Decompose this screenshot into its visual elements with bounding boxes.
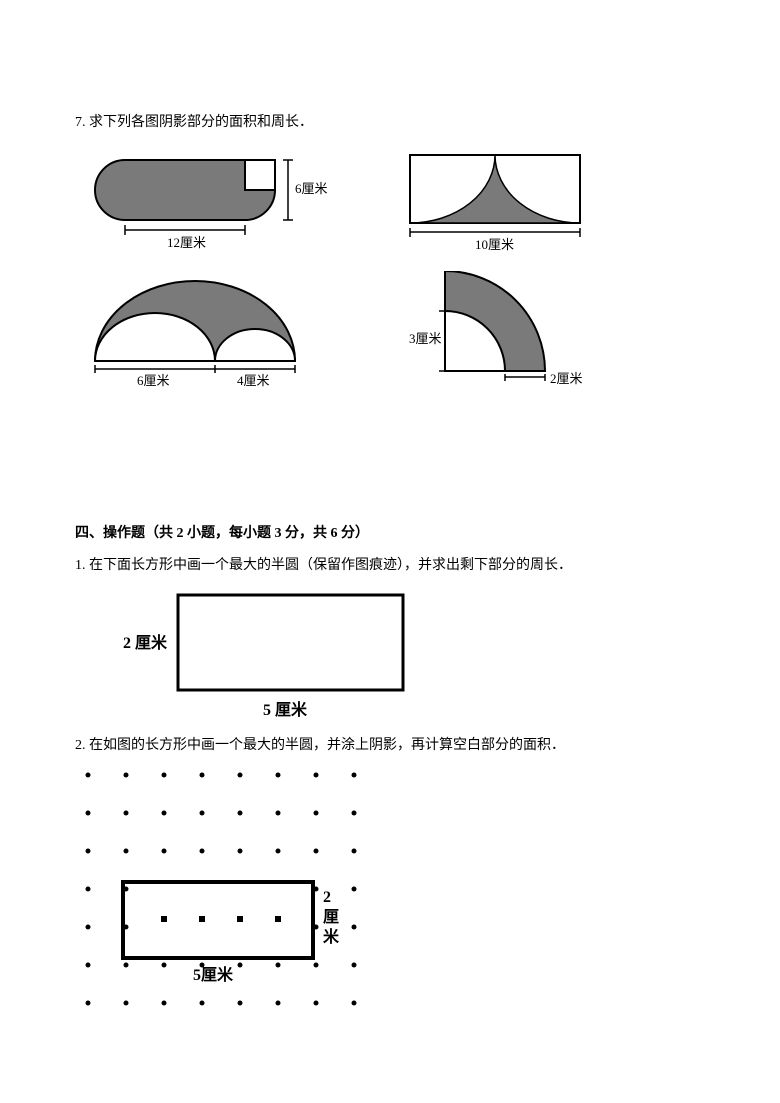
q2-h-b: 厘 (323, 908, 339, 926)
q2-h-c: 米 (323, 927, 340, 946)
q2-width-label: 5厘米 (193, 965, 234, 984)
section4-q2-figure: 2 厘 米 5厘米 (75, 767, 705, 1017)
figure-4-annulus: 3厘米 2厘米 (395, 271, 605, 391)
figures-row-1: 6厘米 12厘米 10厘米 (75, 145, 705, 255)
section4-q2-text: 2. 在如图的长方形中画一个最大的半圆，并涂上阴影，再计算空白部分的面积． (75, 733, 705, 760)
fig3-label-a: 6厘米 (137, 373, 170, 388)
figures-row-2: 6厘米 4厘米 3厘米 2厘米 (75, 271, 705, 391)
q1-width-label: 5 厘米 (263, 700, 308, 719)
fig1-width-label: 12厘米 (167, 235, 206, 250)
figure-3-semicircles: 6厘米 4厘米 (75, 271, 335, 391)
figure-1-capsule: 6厘米 12厘米 (75, 145, 335, 255)
section-4-title: 四、操作题（共 2 小题，每小题 3 分，共 6 分） (75, 521, 705, 548)
section4-q1-figure: 2 厘米 5 厘米 (123, 590, 705, 725)
section4-q1-text: 1. 在下面长方形中画一个最大的半圆（保留作图痕迹），并求出剩下部分的周长． (75, 553, 705, 580)
fig2-width-label: 10厘米 (475, 237, 514, 252)
fig4-label-r1: 3厘米 (409, 331, 442, 346)
fig4-label-r2: 2厘米 (550, 371, 583, 386)
q2-h-a: 2 (323, 889, 331, 906)
question-7-text: 7. 求下列各图阴影部分的面积和周长． (75, 110, 705, 137)
q1-height-label: 2 厘米 (123, 633, 168, 652)
fig3-label-b: 4厘米 (237, 373, 270, 388)
fig1-height-label: 6厘米 (295, 181, 328, 196)
figure-2-rect-arcs: 10厘米 (395, 145, 605, 255)
